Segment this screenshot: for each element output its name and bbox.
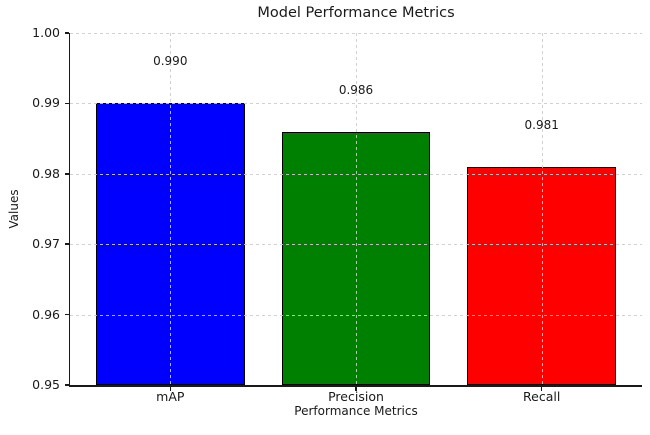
x-tick-label: mAP xyxy=(156,389,185,404)
gridline-v xyxy=(356,33,357,385)
y-tick-label: 0.98 xyxy=(32,165,60,181)
x-tick-mark xyxy=(169,386,172,391)
x-tick-label: Recall xyxy=(523,389,561,404)
y-tick-mark xyxy=(64,173,69,175)
x-tick-mark xyxy=(355,386,357,391)
y-tick-mark xyxy=(64,243,69,245)
y-tick-mark xyxy=(64,384,69,386)
x-tick-mark xyxy=(540,386,543,391)
x-axis-label: Performance Metrics xyxy=(294,404,418,418)
y-tick-mark xyxy=(64,102,69,105)
gridline-v xyxy=(541,33,543,385)
bar-value-label: 0.990 xyxy=(153,54,188,69)
y-tick-label: 0.96 xyxy=(32,306,60,322)
bar-value-label: 0.986 xyxy=(338,82,374,97)
gridline-v xyxy=(170,33,172,385)
y-tick-mark xyxy=(64,32,69,34)
y-tick-label: 0.97 xyxy=(32,236,60,252)
y-axis-label: Values xyxy=(7,189,21,229)
y-axis-spine xyxy=(68,33,70,387)
bar-precision xyxy=(281,131,431,385)
y-tick-mark xyxy=(64,313,69,316)
y-tick-label: 1.00 xyxy=(32,25,60,40)
bar-value-label: 0.981 xyxy=(524,117,559,132)
y-tick-label: 0.95 xyxy=(32,377,60,392)
chart-title: Model Performance Metrics xyxy=(257,5,455,21)
x-tick-label: Precision xyxy=(328,389,384,404)
x-axis-spine xyxy=(68,385,642,387)
y-tick-label: 0.99 xyxy=(32,95,60,111)
